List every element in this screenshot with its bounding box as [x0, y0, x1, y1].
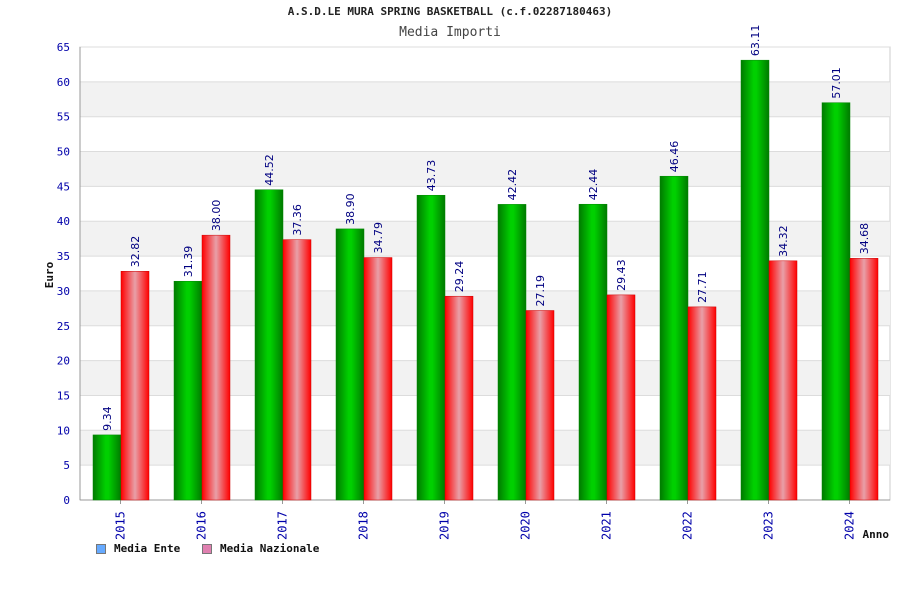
y-tick-label: 65 [57, 41, 70, 54]
bar-media-ente [416, 194, 446, 501]
x-axis-label: Anno [863, 528, 890, 541]
legend-item-ente: Media Ente [96, 542, 180, 555]
y-tick-label: 0 [63, 494, 70, 507]
bar-media-ente [740, 59, 770, 501]
legend-swatch-nazionale [202, 543, 212, 554]
y-tick-label: 15 [57, 389, 70, 402]
value-label-media-nazionale: 27.19 [534, 275, 547, 307]
y-tick-label: 60 [57, 76, 70, 89]
value-label-media-nazionale: 29.24 [453, 261, 466, 293]
legend-swatch-ente [96, 543, 106, 554]
y-tick-label: 5 [63, 459, 70, 472]
y-tick-label: 55 [57, 111, 70, 124]
value-label-media-ente: 42.44 [587, 169, 600, 201]
y-tick-label: 30 [57, 285, 70, 298]
x-tick-label: 2022 [681, 511, 695, 540]
x-tick-label: 2017 [276, 511, 290, 540]
y-axis-label: Euro [43, 261, 56, 288]
value-label-media-ente: 38.90 [344, 193, 357, 225]
legend-item-nazionale: Media Nazionale [202, 542, 319, 555]
x-tick-label: 2015 [114, 511, 128, 540]
bar-media-ente [578, 203, 608, 501]
x-tick-label: 2021 [600, 511, 614, 540]
x-tick-label: 2024 [843, 511, 857, 540]
value-label-media-nazionale: 32.82 [129, 236, 142, 268]
bar-media-nazionale [444, 295, 474, 501]
x-tick-label: 2023 [762, 511, 776, 540]
legend-label-nazionale: Media Nazionale [220, 542, 320, 555]
value-label-media-nazionale: 34.68 [858, 223, 871, 255]
value-label-media-nazionale: 34.79 [372, 222, 385, 254]
bar-media-ente [335, 228, 365, 501]
bar-media-ente [821, 102, 851, 501]
value-label-media-ente: 42.42 [506, 169, 519, 201]
bar-media-nazionale [606, 294, 636, 501]
x-tick-label: 2020 [519, 511, 533, 540]
legend-label-ente: Media Ente [114, 542, 181, 555]
y-tick-label: 50 [57, 146, 70, 159]
bar-media-nazionale [687, 306, 717, 501]
value-label-media-nazionale: 29.43 [615, 259, 628, 291]
value-label-media-nazionale: 37.36 [291, 204, 304, 236]
value-label-media-ente: 9.34 [101, 406, 114, 431]
bar-media-nazionale [201, 234, 231, 501]
y-tick-label: 40 [57, 215, 70, 228]
bar-media-ente [92, 434, 122, 501]
bar-media-nazionale [525, 310, 555, 501]
y-tick-label: 10 [57, 424, 70, 437]
x-tick-label: 2019 [438, 511, 452, 540]
value-label-media-ente: 31.39 [182, 246, 195, 278]
value-label-media-nazionale: 27.71 [696, 271, 709, 303]
bar-media-nazionale [282, 239, 312, 501]
y-tick-label: 25 [57, 320, 70, 333]
chart-subtitle: Media Importi [399, 25, 501, 40]
bar-media-ente [173, 280, 203, 501]
value-label-media-nazionale: 38.00 [210, 200, 223, 232]
bar-media-nazionale [363, 257, 393, 501]
chart-title: A.S.D.LE MURA SPRING BASKETBALL (c.f.022… [287, 5, 613, 18]
bar-media-nazionale [849, 258, 879, 501]
value-label-media-ente: 57.01 [830, 67, 843, 99]
bar-media-nazionale [768, 260, 798, 501]
value-label-media-ente: 46.46 [668, 141, 681, 173]
y-tick-label: 20 [57, 355, 70, 368]
bar-media-ente [497, 204, 527, 501]
y-tick-label: 35 [57, 250, 70, 263]
value-label-media-ente: 43.73 [425, 160, 438, 192]
value-label-media-ente: 44.52 [263, 154, 276, 186]
bar-media-ente [659, 175, 689, 501]
value-label-media-ente: 63.11 [749, 25, 762, 57]
bar-media-ente [254, 189, 284, 501]
bar-media-nazionale [120, 271, 150, 501]
y-tick-label: 45 [57, 180, 70, 193]
x-tick-label: 2016 [195, 511, 209, 540]
value-label-media-nazionale: 34.32 [777, 225, 790, 257]
x-tick-label: 2018 [357, 511, 371, 540]
